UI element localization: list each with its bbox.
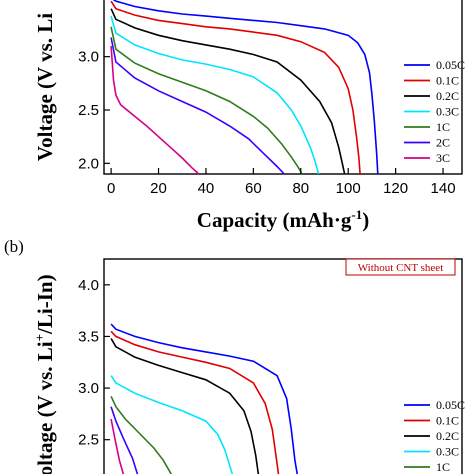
- legend-label: 0.2C: [436, 89, 459, 103]
- legend-label: 0.2C: [436, 429, 459, 443]
- panel-a-x-tick-label: 120: [383, 180, 408, 197]
- legend-label: 1C: [436, 120, 450, 134]
- panel-b-y-axis-label: Voltage (V vs. Li+/Li-In): [32, 274, 57, 474]
- panel-b-series-extra-6: [110, 418, 125, 474]
- legend-label: 1C: [436, 460, 450, 474]
- legend-label: 0.3C: [436, 105, 459, 119]
- panel-a-y-tick-label: 2.0: [78, 155, 99, 172]
- panel-b-annotation: Without CNT sheet: [345, 258, 456, 276]
- panel-a-x-tick-label: 60: [245, 180, 262, 197]
- panel-a-chart: 2.0 2.5 3.0 0 20 40 60 80 100 120 140 0.05C 0.1C0.2…: [33, 0, 465, 232]
- legend-label: 0.1C: [436, 74, 459, 88]
- panel-b-y-tick-label: 3.5: [78, 328, 99, 345]
- panel-b-series-01c: [110, 330, 280, 474]
- legend-label: 0.1C: [436, 414, 459, 428]
- panel-a-x-tick-label: 100: [336, 180, 361, 197]
- panel-b-label: (b): [4, 237, 24, 256]
- panel-b-series-extra-5: [110, 406, 139, 474]
- panel-b-plot-frame: [103, 258, 463, 474]
- panel-b-ticks: 2.5 3.0 3.5 4.0: [78, 277, 110, 449]
- panel-a-series-03c: [110, 15, 320, 175]
- panel-a-series-02c: [110, 8, 346, 175]
- annotation-box: [345, 258, 456, 276]
- panel-a-series-01c: [110, 0, 361, 175]
- panel-a-curves: [110, 0, 379, 175]
- panel-a-x-axis-label: Capacity (mAh·g-1): [197, 207, 369, 232]
- panel-b-chart: (b) 2.5 3.0 3.5 4.0 Without CNT sheet 0.05C…: [4, 237, 465, 474]
- panel-b-y-tick-label: 3.0: [78, 380, 99, 397]
- panel-b-curves: [110, 323, 299, 474]
- legend-label: 0.3C: [436, 445, 459, 459]
- panel-b-series-03c: [110, 375, 234, 474]
- legend-label: 3C: [436, 151, 450, 165]
- panel-a-ticks: 2.0 2.5 3.0 0 20 40 60 80 100 120 140: [78, 49, 455, 197]
- panel-a-series-1c: [110, 26, 303, 175]
- panel-a-x-tick-label: 0: [107, 180, 115, 197]
- panel-b-y-tick-label: 4.0: [78, 277, 99, 294]
- legend-label: 2C: [436, 136, 450, 150]
- panel-b-series-005c: [110, 323, 299, 474]
- panel-a-x-tick-label: 80: [292, 180, 309, 197]
- panel-b-series-1c: [110, 395, 173, 474]
- panel-a-series-3c: [110, 45, 200, 175]
- panel-b-series-02c: [110, 338, 260, 474]
- annotation-text: Without CNT sheet: [358, 262, 444, 274]
- panel-a-y-tick-label: 2.5: [78, 102, 99, 119]
- panel-a-x-tick-label: 140: [431, 180, 456, 197]
- legend-label: 0.05C: [436, 58, 465, 72]
- panel-a-x-tick-label: 20: [150, 180, 167, 197]
- panel-a-series-005c: [112, 0, 379, 175]
- panel-a-y-tick-label: 3.0: [78, 49, 99, 66]
- panel-a-y-axis-label: Voltage (V vs. Li: [33, 13, 57, 161]
- panel-a-x-tick-label: 40: [198, 180, 215, 197]
- panel-b-y-tick-label: 2.5: [78, 432, 99, 449]
- legend-label: 0.05C: [436, 398, 465, 412]
- panel-a-series-2c: [110, 37, 285, 175]
- panel-a-plot-frame: [103, 0, 463, 175]
